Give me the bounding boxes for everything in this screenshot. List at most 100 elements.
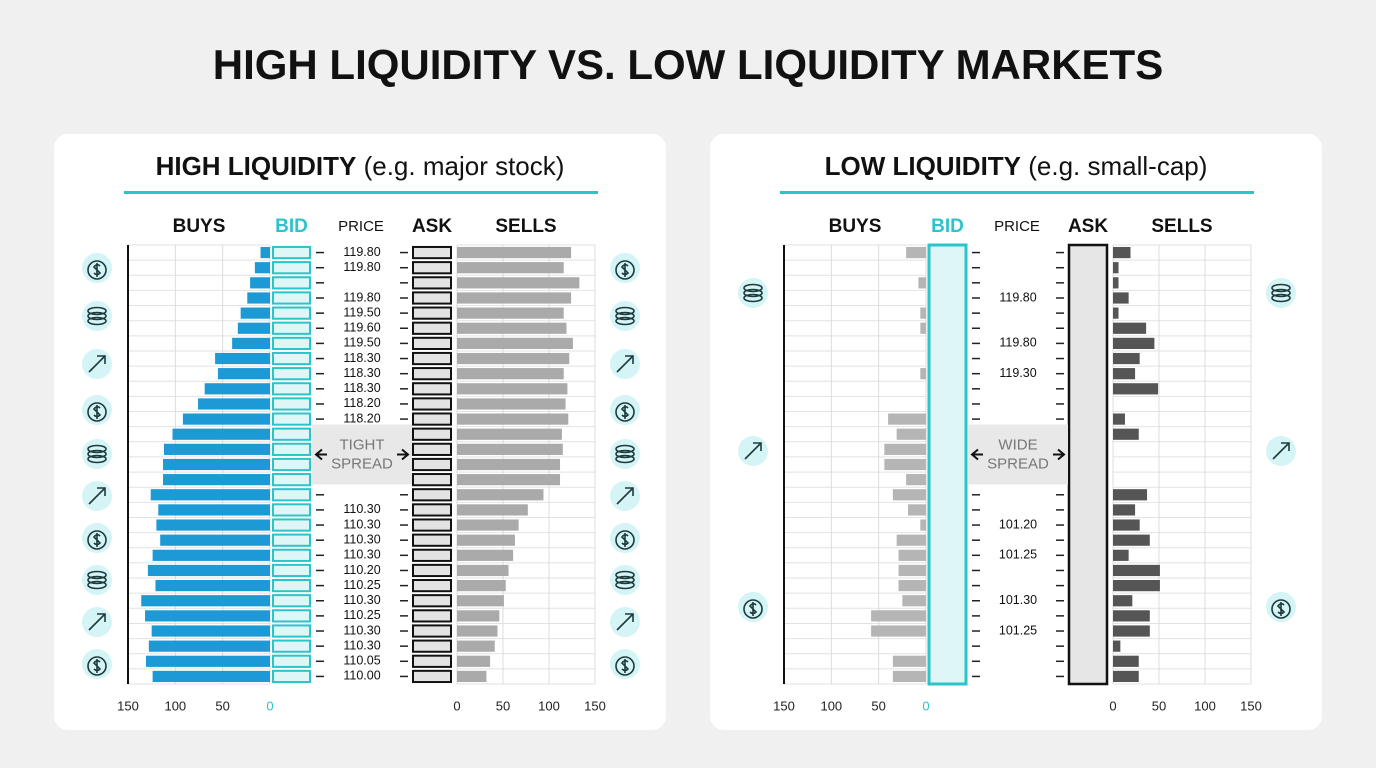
bid-box [272,397,311,411]
buy-bar [884,458,926,471]
sell-bar [1113,337,1155,349]
price-label: 110.25 [343,608,380,622]
ask-box [412,548,452,562]
sells-header: SELLS [495,216,556,237]
buy-bar [920,519,926,531]
icon-coin [1271,283,1291,293]
icon-arrow [616,613,634,631]
price-label: 119.50 [343,305,380,319]
icon-arrow [88,613,106,631]
buy-bar [163,474,270,486]
icon-mark [1276,602,1286,616]
ask-box [412,412,452,426]
icon [82,349,112,379]
ask-box [412,654,452,668]
buy-bar [920,322,926,334]
icon-arrow-head [625,613,634,622]
icon [82,523,112,553]
buy-bar [155,580,270,592]
price-label: 118.30 [343,351,380,365]
ask-box [412,397,452,411]
icon-coin [615,656,635,676]
price-label: 119.60 [343,321,380,335]
panel-subtitle: (e.g. small-cap) [1028,151,1207,181]
sell-bar [457,246,572,259]
ask-box [412,563,452,578]
icon-arrow [616,355,634,373]
bid-box [272,473,311,487]
price-label: 110.30 [343,517,380,531]
icon-mark [92,405,102,419]
spread-band [968,424,1068,485]
buy-bar [156,519,270,531]
icon [738,278,768,308]
buy-bar [906,246,926,259]
ask-box [412,669,452,684]
buy-bar [150,489,270,501]
icon [610,649,640,679]
ask-box [412,518,452,532]
x-tick-label: 150 [773,698,795,713]
icon-arrow [1272,442,1290,460]
ask-box [412,276,452,290]
ask-box [412,488,452,502]
sell-bar [457,443,563,455]
buy-bar [148,640,270,652]
price-label: 110.30 [343,502,380,516]
sell-bar [1113,534,1150,546]
icon [738,592,768,622]
sell-bar [1113,428,1139,440]
price-label: 110.00 [343,669,380,683]
sell-bar [1113,504,1136,516]
icon-coin [615,454,635,464]
ask-box [412,639,452,653]
buy-bar [892,655,926,667]
icon-coin [615,260,635,280]
spread-arrow-head [1057,448,1066,461]
icon [610,349,640,379]
icon-coin [615,570,635,580]
x-tick-label: 0 [922,698,929,713]
icon-coin [87,570,107,580]
buy-bar [254,262,270,274]
icon-coin [615,530,635,550]
x-tick-label: 100 [820,698,842,713]
icon-coin [1271,288,1291,298]
icon [738,436,768,466]
buy-bar [902,595,926,607]
icon [610,439,640,469]
icon-coin [743,283,763,293]
title-underline [124,191,598,194]
icon-coin [615,311,635,321]
bid-box [272,457,311,472]
bid-box [272,245,311,260]
icon [610,253,640,283]
icon-coin [87,530,107,550]
icon-coin [743,599,763,619]
ask-box [412,245,452,260]
bid-box [272,594,311,608]
buy-bar [147,564,270,577]
icon-coin [615,316,635,326]
sell-bar [457,383,568,395]
icon-coin [87,454,107,464]
icon-mark [620,405,630,419]
panel-title-main: LOW LIQUIDITY [825,151,1021,181]
price-label: 119.80 [999,290,1036,304]
bid-box [272,321,311,335]
icon-arrow [88,487,106,505]
ask-box [412,624,452,638]
sell-bar [1113,655,1139,667]
icon [82,649,112,679]
ask-header: ASK [1068,216,1108,237]
icon [610,301,640,331]
x-tick-label: 0 [453,698,460,713]
x-tick-label: 100 [164,698,186,713]
bid-box [272,412,311,426]
bid-box [272,336,311,350]
sell-bar [1113,413,1125,425]
sell-bar [1113,322,1147,334]
price-label: 110.30 [343,638,380,652]
icon-coin [87,575,107,585]
